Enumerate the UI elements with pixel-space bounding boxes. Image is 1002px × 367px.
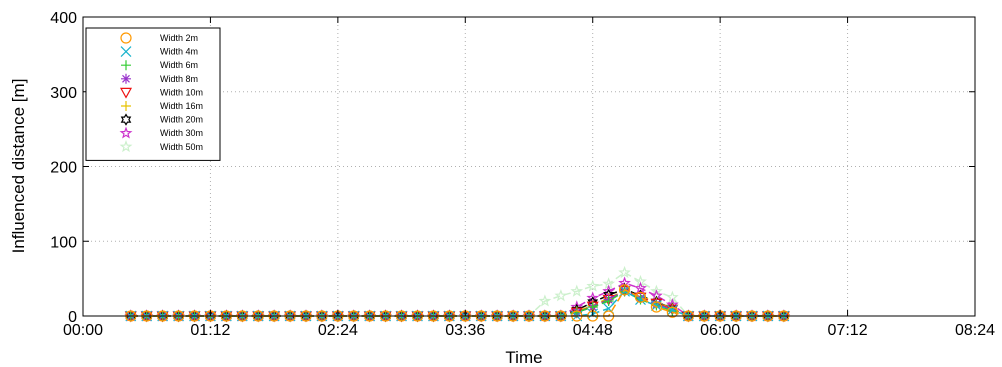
x-tick-label: 00:00 xyxy=(63,322,103,339)
marker-triangle xyxy=(119,87,133,99)
marker-pentagram xyxy=(650,284,663,297)
y-tick-label: 100 xyxy=(50,234,77,251)
legend-entry: Width 20m xyxy=(120,113,203,126)
series-line xyxy=(130,288,784,317)
legend-entry: Width 8m xyxy=(121,73,198,84)
x-tick-label: 04:48 xyxy=(573,322,613,339)
legend-entry: Width 30m xyxy=(119,126,203,139)
marker-circle xyxy=(634,291,647,303)
x-tick-label: 07:12 xyxy=(828,322,868,339)
legend: Width 2m Width 4m Width 6m Width 8m Width 10… xyxy=(85,27,221,161)
x-tick-label: 01:12 xyxy=(190,322,230,339)
legend-entry: Width 16m xyxy=(121,101,203,111)
marker-plus xyxy=(121,101,131,111)
marker-pentagram xyxy=(119,140,133,153)
x-axis-label: Time xyxy=(505,348,542,367)
marker-circle xyxy=(618,284,631,296)
legend-label: Width 30m xyxy=(160,128,203,138)
legend-entry: Width 4m xyxy=(120,46,198,58)
y-tick-label: 300 xyxy=(50,85,77,102)
legend-box xyxy=(85,27,221,161)
x-tick-label: 03:36 xyxy=(445,322,485,339)
marker-plus xyxy=(603,296,614,307)
legend-label: Width 16m xyxy=(160,101,203,111)
legend-label: Width 10m xyxy=(160,87,203,97)
marker-x xyxy=(619,285,630,297)
ticks: 00:00 01:12 02:24 03:36 04:48 06:00 07:12 08:24… xyxy=(50,10,995,339)
legend-entry: Width 50m xyxy=(119,140,203,153)
marker-pentagram xyxy=(586,279,600,292)
marker-circle xyxy=(666,306,678,318)
x-tick-label: 08:24 xyxy=(955,322,995,339)
legend-label: Width 2m xyxy=(160,33,198,43)
legend-entry: Width 10m xyxy=(119,87,203,99)
legend-label: Width 20m xyxy=(160,115,203,125)
legend-label: Width 8m xyxy=(160,74,198,84)
marker-pentagram xyxy=(618,265,631,279)
y-tick-label: 200 xyxy=(50,160,77,177)
marker-pentagram xyxy=(586,291,600,304)
marker-circle xyxy=(120,32,132,44)
marker-plus xyxy=(121,60,131,71)
legend-label: Width 6m xyxy=(160,60,198,70)
series-line xyxy=(130,290,784,317)
marker-hexagram xyxy=(120,113,132,126)
x-tick-label: 06:00 xyxy=(700,322,740,339)
marker-x xyxy=(651,300,662,311)
y-tick-label: 400 xyxy=(50,10,77,27)
legend-label: Width 4m xyxy=(160,47,198,57)
marker-pentagram xyxy=(538,294,552,307)
marker-x xyxy=(120,46,132,58)
marker-pentagram xyxy=(570,284,584,297)
x-tick-label: 02:24 xyxy=(318,322,358,339)
legend-label: Width 50m xyxy=(160,142,203,152)
marker-star xyxy=(121,73,131,84)
marker-circle xyxy=(650,301,663,313)
legend-entry: Width 6m xyxy=(121,60,198,71)
y-axis-label: Influenced distance [m] xyxy=(9,79,28,254)
marker-pentagram xyxy=(554,289,568,302)
grid xyxy=(83,17,975,316)
y-tick-label: 0 xyxy=(68,309,77,326)
legend-entry: Width 2m xyxy=(120,32,198,44)
marker-pentagram xyxy=(119,126,133,139)
